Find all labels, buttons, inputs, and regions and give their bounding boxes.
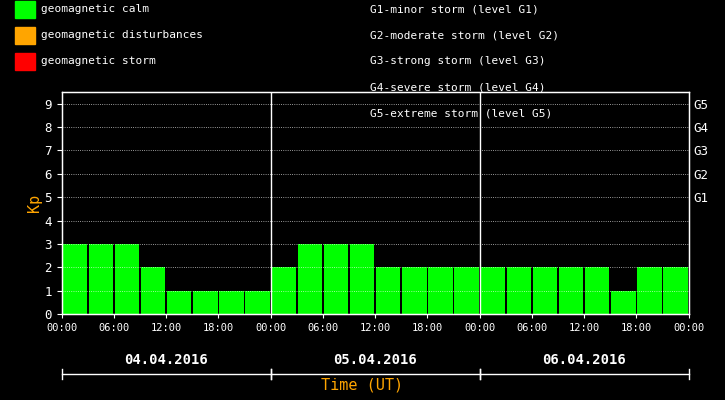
Bar [663, 267, 688, 314]
Bar [637, 267, 662, 314]
Bar [455, 267, 478, 314]
Bar [324, 244, 348, 314]
Bar [376, 267, 400, 314]
Bar [507, 267, 531, 314]
Bar [245, 291, 270, 314]
Bar [428, 267, 452, 314]
Bar [585, 267, 610, 314]
Bar [141, 267, 165, 314]
Bar [272, 267, 296, 314]
Text: G4-severe storm (level G4): G4-severe storm (level G4) [370, 82, 545, 92]
Text: Time (UT): Time (UT) [321, 377, 404, 392]
Text: G1-minor storm (level G1): G1-minor storm (level G1) [370, 4, 539, 14]
Bar [62, 244, 87, 314]
Bar [167, 291, 191, 314]
Text: G2-moderate storm (level G2): G2-moderate storm (level G2) [370, 30, 559, 40]
Bar [193, 291, 218, 314]
Bar [533, 267, 558, 314]
Bar [481, 267, 505, 314]
Bar [350, 244, 374, 314]
Text: geomagnetic storm: geomagnetic storm [41, 56, 155, 66]
Text: 05.04.2016: 05.04.2016 [334, 353, 417, 367]
Bar [559, 267, 584, 314]
Text: geomagnetic calm: geomagnetic calm [41, 4, 149, 14]
Text: 04.04.2016: 04.04.2016 [124, 353, 208, 367]
Bar [115, 244, 139, 314]
Text: 06.04.2016: 06.04.2016 [542, 353, 626, 367]
Y-axis label: Kp: Kp [27, 194, 41, 212]
Bar [402, 267, 426, 314]
Text: geomagnetic disturbances: geomagnetic disturbances [41, 30, 202, 40]
Bar [298, 244, 322, 314]
Bar [611, 291, 636, 314]
Text: G5-extreme storm (level G5): G5-extreme storm (level G5) [370, 108, 552, 118]
Bar [219, 291, 244, 314]
Bar [88, 244, 113, 314]
Text: G3-strong storm (level G3): G3-strong storm (level G3) [370, 56, 545, 66]
